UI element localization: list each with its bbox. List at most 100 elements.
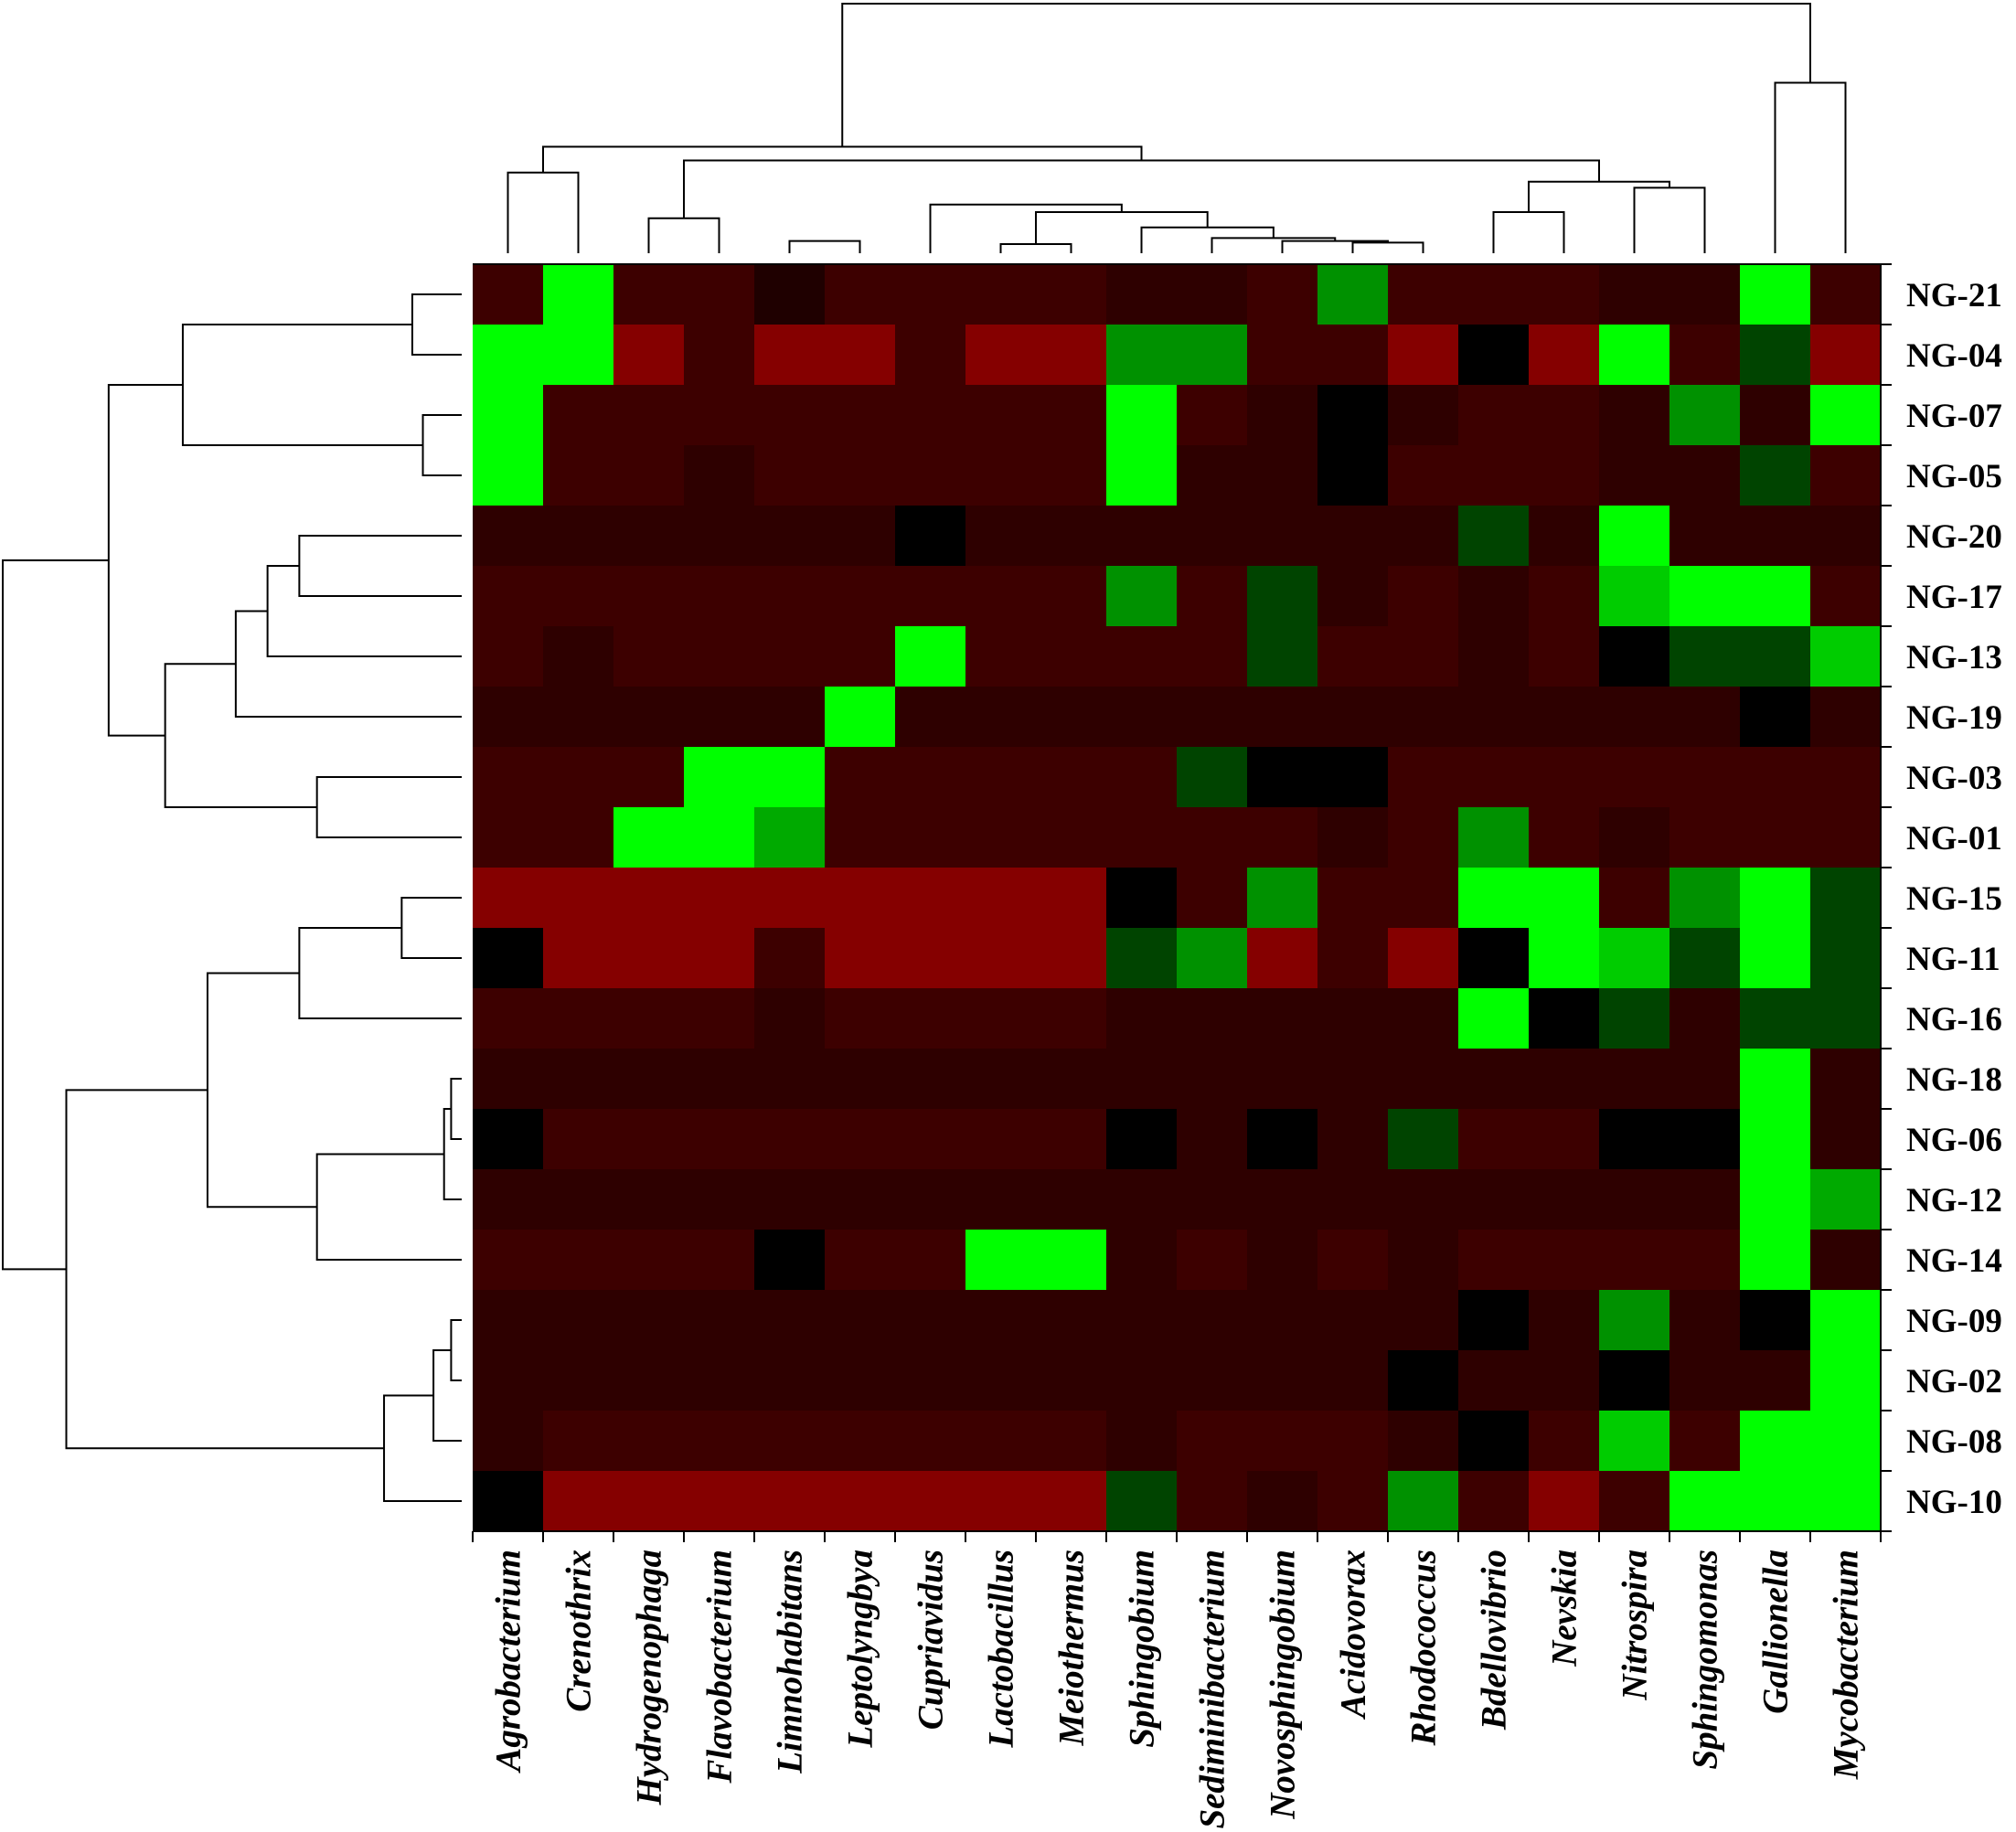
heatmap-cell [1458,385,1530,446]
heatmap-cell [1810,325,1882,386]
row-dendrogram-branch [315,776,462,838]
heatmap-cell [1036,807,1107,868]
heatmap-cell [1458,506,1530,567]
heatmap-cell [754,445,826,506]
heatmap-cell [895,385,966,446]
heatmap-cell [473,928,544,989]
heatmap-cell [895,566,966,627]
row-label: NG-05 [1906,458,2002,495]
heatmap-cell [965,1350,1037,1411]
column-label: Acidovorax [1334,1550,1373,1720]
heatmap-cell [1740,1350,1811,1411]
heatmap-cell [613,1230,685,1291]
heatmap-cell [1247,1109,1318,1170]
column-label: Mycobacterium [1827,1550,1866,1780]
heatmap-cell [754,868,826,929]
column-label: Sphingomonas [1686,1550,1725,1770]
heatmap-cell [895,1169,966,1230]
heatmap-cell [1106,385,1178,446]
heatmap-cell [1036,506,1107,567]
heatmap-cell [1669,445,1741,506]
heatmap-cell [543,566,614,627]
heatmap-cell [1599,1471,1670,1532]
heatmap-cell [1177,1230,1248,1291]
heatmap-cell [473,988,544,1049]
heatmap-cell [1177,988,1248,1049]
heatmap-cell [1740,807,1811,868]
heatmap-cell [754,385,826,446]
heatmap-cell [613,445,685,506]
heatmap-cell [1317,385,1389,446]
heatmap-cell [1317,1471,1389,1532]
heatmap-cell [1317,928,1389,989]
heatmap-cell [1317,1169,1389,1230]
column-label: Limnohabitans [771,1550,810,1774]
heatmap-cell [473,385,544,446]
heatmap-cell [1317,1350,1389,1411]
column-dendrogram-branch [1633,186,1706,253]
heatmap-cell [1036,868,1107,929]
heatmap-cell [1810,566,1882,627]
row-label: NG-03 [1906,760,2002,797]
heatmap-cell [1247,687,1318,748]
heatmap-cell [1388,1290,1459,1351]
heatmap-cell [1669,1471,1741,1532]
heatmap-cell [684,1230,755,1291]
heatmap-cell [543,445,614,506]
heatmap-cell [965,1109,1037,1170]
heatmap-cell [1529,1411,1600,1472]
heatmap-cell [1106,807,1178,868]
heatmap-cell [895,687,966,748]
heatmap-cell [1740,626,1811,687]
heatmap-cell [1247,566,1318,627]
heatmap-cell [895,1109,966,1170]
heatmap-cell [1740,1411,1811,1472]
heatmap-cell [1247,506,1318,567]
heatmap-cell [1458,1350,1530,1411]
row-label: NG-02 [1906,1363,2002,1401]
heatmap-cell [754,807,826,868]
column-labels: Agrobacterium Crenothrix Hydrogenophaga Fla… [489,1550,1866,1829]
heatmap-cell [965,687,1037,748]
heatmap-cell [613,988,685,1049]
heatmap-cell [1317,868,1389,929]
row-label: NG-08 [1906,1423,2002,1461]
heatmap-cell [1177,807,1248,868]
column-dendrogram-branch [1211,237,1337,253]
heatmap-cell [1317,1411,1389,1472]
heatmap-cell [684,445,755,506]
column-dendrogram-branch [1528,180,1670,213]
heatmap-cell [1669,566,1741,627]
heatmap-cell [1669,626,1741,687]
heatmap-cell [965,1411,1037,1472]
heatmap-cell [473,1230,544,1291]
heatmap-cell [1740,868,1811,929]
heatmap-cell [684,1471,755,1532]
heatmap-cell [754,1169,826,1230]
heatmap-cell [1458,868,1530,929]
heatmap-cell [1247,1169,1318,1230]
heatmap-cell [1458,747,1530,808]
heatmap-cell [1388,264,1459,325]
heatmap-cell [1247,988,1318,1049]
heatmap-cell [1529,566,1600,627]
heatmap-cell [613,1411,685,1472]
heatmap-cell [1177,325,1248,386]
heatmap-cell [543,928,614,989]
heatmap-cell [1247,1230,1318,1291]
row-label: NG-18 [1906,1061,2002,1099]
column-dendrogram-branch [1035,211,1209,245]
heatmap-cell [1036,1411,1107,1472]
heatmap-cell [1458,1471,1530,1532]
row-dendrogram-branch [450,1319,462,1381]
heatmap-cell [825,1109,896,1170]
heatmap-cell [1458,1411,1530,1472]
heatmap-cell [1177,626,1248,687]
heatmap-cell [1388,1230,1459,1291]
heatmap-cell [895,807,966,868]
heatmap-cell [1388,566,1459,627]
column-label: Nitrospira [1616,1550,1655,1701]
heatmap-cell [825,807,896,868]
heatmap-cell [1317,626,1389,687]
heatmap-cell [1529,1109,1600,1170]
